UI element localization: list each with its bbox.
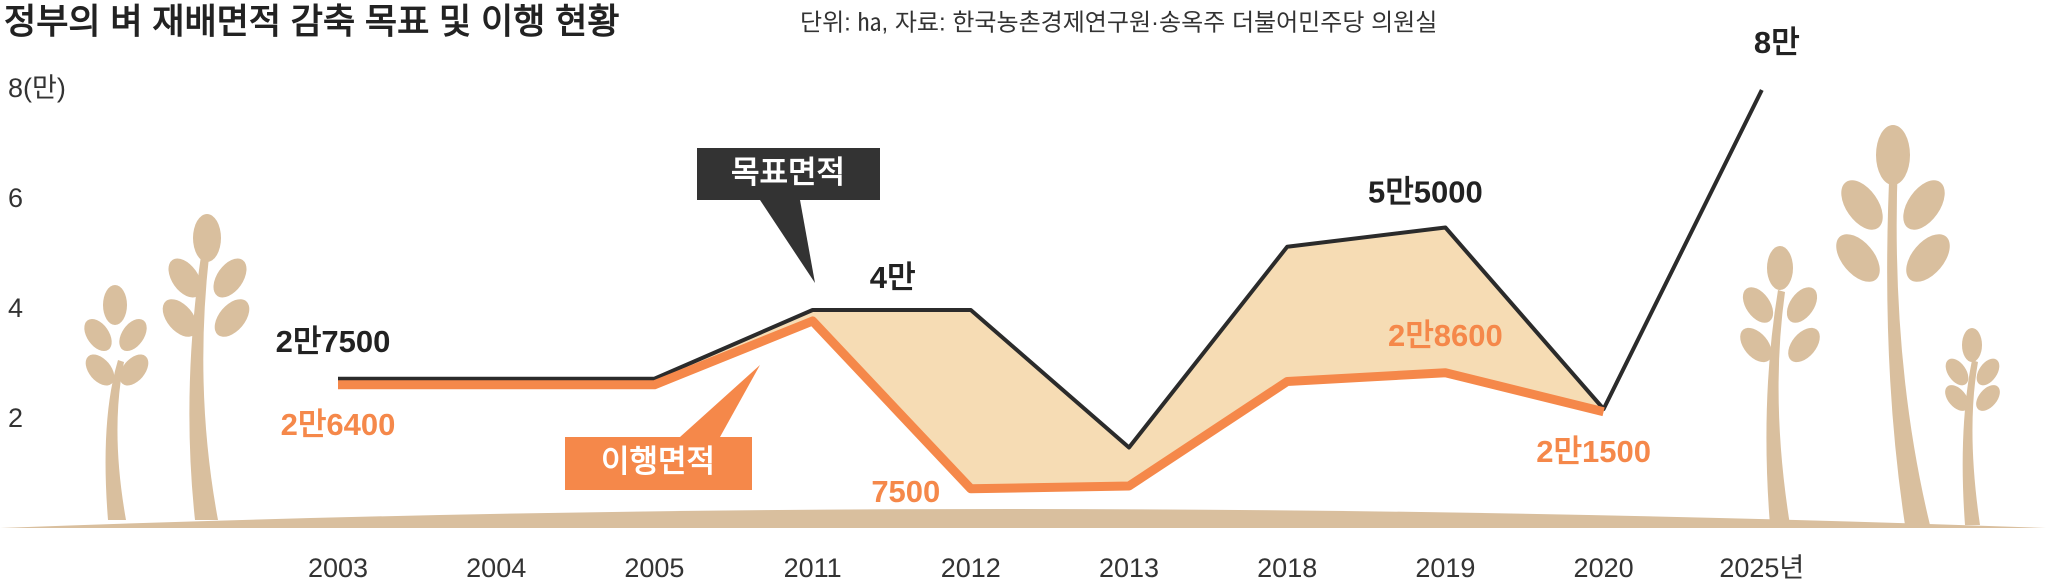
x-tick-label: 2003 bbox=[308, 553, 368, 583]
wheat bbox=[189, 230, 218, 520]
ground bbox=[0, 509, 2046, 528]
x-tick-label: 2005 bbox=[624, 553, 684, 583]
chart-title: 정부의 벼 재배면적 감축 목표 및 이행 현황 bbox=[4, 2, 619, 41]
data-label: 2만1500 bbox=[1536, 434, 1651, 469]
y-tick-label: 4 bbox=[8, 293, 23, 323]
x-tick-label: 2011 bbox=[784, 553, 842, 583]
legend-box bbox=[697, 148, 880, 200]
data-label: 7500 bbox=[871, 474, 940, 509]
y-tick-label: 6 bbox=[8, 183, 23, 213]
x-tick-label: 2013 bbox=[1099, 553, 1159, 583]
y-tick-label: 2 bbox=[8, 403, 23, 433]
series-line bbox=[338, 316, 1605, 494]
data-label: 2만7500 bbox=[276, 324, 391, 359]
x-tick-label: 2020 bbox=[1574, 553, 1634, 583]
legend-pointer bbox=[680, 365, 760, 437]
legend-callout: 이행면적 bbox=[565, 365, 760, 490]
data-label: 2만8600 bbox=[1388, 318, 1503, 353]
data-label: 5만5000 bbox=[1368, 175, 1483, 210]
wheat bbox=[1962, 360, 1980, 525]
gap-area bbox=[338, 227, 1604, 489]
data-label: 8만 bbox=[1754, 25, 1800, 60]
x-tick-label: 2018 bbox=[1257, 553, 1317, 583]
series-line bbox=[338, 89, 1764, 450]
decoration bbox=[0, 125, 2046, 528]
legend-label: 이행면적 bbox=[601, 444, 715, 479]
wheat-grains bbox=[84, 214, 250, 386]
x-tick-label: 2025년 bbox=[1719, 553, 1804, 583]
legend-callout: 목표면적 bbox=[697, 148, 880, 283]
x-tick-label: 2019 bbox=[1415, 553, 1475, 583]
wheat bbox=[105, 360, 126, 520]
legend-label: 목표면적 bbox=[731, 155, 845, 190]
legend-pointer bbox=[760, 200, 815, 283]
data-label: 4만 bbox=[870, 260, 916, 295]
wheat bbox=[1766, 290, 1790, 525]
legend-box bbox=[565, 437, 752, 490]
wheat-grains bbox=[1740, 125, 2000, 411]
wheat bbox=[1887, 160, 1930, 525]
chart-subtitle: 단위: ㏊, 자료: 한국농촌경제연구원·송옥주 더불어민주당 의원실 bbox=[800, 9, 1437, 36]
x-tick-label: 2004 bbox=[466, 553, 526, 583]
x-tick-label: 2012 bbox=[941, 553, 1001, 583]
data-label: 2만6400 bbox=[281, 407, 396, 442]
y-tick-label: 8(만) bbox=[8, 73, 66, 103]
